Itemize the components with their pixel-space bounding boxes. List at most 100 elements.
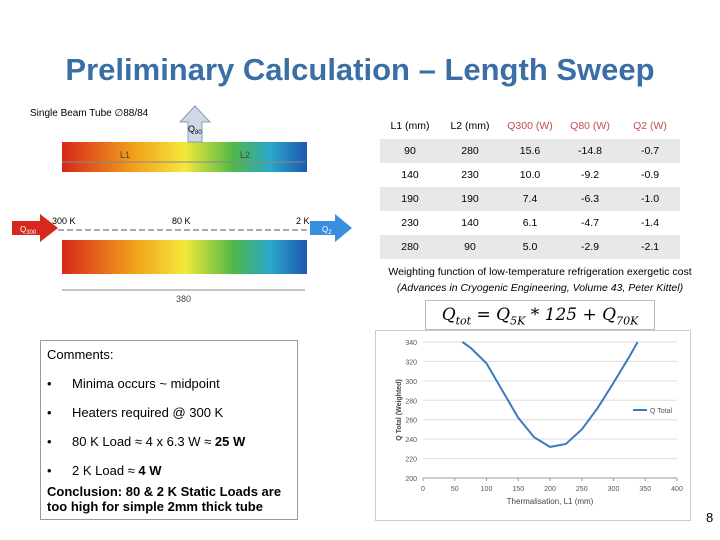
comments-heading: Comments: — [47, 347, 114, 362]
table-cell: 280 — [440, 139, 500, 163]
formula-part: Q — [602, 305, 617, 325]
comment-item: • 80 K Load ≈ 4 x 6.3 W ≈ 25 W — [47, 434, 297, 449]
x-axis-label: Thermalisation, L1 (mm) — [507, 497, 594, 506]
comments-list: • Minima occurs ~ midpoint • Heaters requir… — [47, 376, 297, 478]
t80-label: 80 K — [172, 216, 191, 226]
header-row: L1 (mm) L2 (mm) Q300 (W) Q80 (W) Q2 (W) — [380, 112, 680, 139]
formula-part: Q — [441, 305, 456, 325]
page-number: 8 — [706, 510, 714, 525]
table-cell: 140 — [461, 217, 479, 229]
q2-sub: 2 — [328, 230, 332, 236]
length-label: 380 — [176, 294, 191, 304]
weighting-line1: Weighting function of low-temperature re… — [388, 266, 692, 278]
formula-part: = — [471, 305, 497, 325]
y-tick-label: 260 — [405, 418, 417, 425]
x-tick-label: 100 — [481, 486, 493, 493]
y-tick-label: 240 — [405, 437, 417, 444]
table-row: 280 90 5.0 -2.9 -2.1 — [380, 235, 680, 259]
table-row: 230 140 6.1 -4.7 -1.4 — [380, 211, 680, 235]
q80-label: Q80 — [188, 124, 202, 136]
table-cell: 190 — [440, 187, 500, 211]
table-cell: -4.7 — [580, 217, 600, 229]
l2-label: L2 — [240, 150, 250, 160]
q300-arrow — [12, 214, 58, 242]
table-cell: 7.4 — [500, 187, 560, 211]
x-tick-label: 150 — [512, 486, 524, 493]
formula-part: Q — [496, 305, 511, 325]
table-cell: 15.6 — [500, 139, 560, 163]
y-tick-label: 220 — [405, 457, 417, 464]
weighting-line2: (Advances in Cryogenic Engineering, Volu… — [396, 282, 684, 294]
l1-label: L1 — [120, 150, 130, 160]
table-cell: -6.3 — [560, 187, 620, 211]
comment-text: 80 K Load ≈ 4 x 6.3 W ≈ — [72, 434, 215, 449]
bullet: • — [47, 376, 52, 391]
header-cell: L2 (mm) — [450, 119, 490, 132]
x-tick-label: 250 — [576, 486, 588, 493]
table-cell: 10.0 — [519, 169, 541, 181]
table-cell: -2.1 — [620, 235, 680, 259]
x-tick-label: 300 — [608, 486, 620, 493]
table-row: 90 280 15.6 -14.8 -0.7 — [380, 139, 680, 163]
header-cell: Q300 (W) — [507, 119, 553, 132]
comment-text: 2 K Load ≈ — [72, 463, 139, 478]
comment-text: 4 W — [138, 463, 162, 478]
tube-top — [62, 142, 307, 172]
x-tick-label: 200 — [544, 486, 556, 493]
q2-symbol: Q — [322, 225, 328, 234]
header-cell: L1 (mm) — [390, 119, 430, 132]
bullet: • — [47, 434, 52, 449]
y-tick-label: 320 — [405, 359, 417, 366]
comment-item: • 2 K Load ≈ 4 W — [47, 463, 297, 478]
slide-title: Preliminary Calculation – Length Sweep — [65, 52, 655, 87]
table-cell: 230 — [461, 169, 479, 181]
table-cell: 5.0 — [500, 235, 560, 259]
data-line — [461, 341, 639, 448]
q300-label: Q300 — [20, 225, 37, 236]
q80-symbol: Q — [188, 124, 195, 134]
table-cell: 90 — [440, 235, 500, 259]
x-tick-label: 350 — [639, 486, 651, 493]
formula: Qtot = Q5K * 125 + Q70K * 16 — [425, 300, 655, 359]
y-tick-label: 300 — [405, 379, 417, 386]
table-cell: -1.0 — [620, 187, 680, 211]
x-tick-label: 0 — [421, 486, 425, 493]
table-cell: 6.1 — [522, 217, 538, 229]
t300-label: 300 K — [52, 216, 76, 226]
y-tick-label: 280 — [405, 398, 417, 405]
chart: 200 220 240 260 280 300 320 340 0 50 100 150 200 250 3… — [375, 330, 691, 521]
table-cell: -0.7 — [620, 139, 680, 163]
table-cell: -14.8 — [560, 139, 620, 163]
formula-subscript: tot — [455, 314, 472, 328]
beam-diagram: Single Beam Tube ∅88/84 L1 L2 Q80 Q300 Q… — [12, 105, 352, 304]
comment-text: 25 W — [214, 434, 246, 449]
x-tick-label: 50 — [451, 486, 459, 493]
q300-symbol: Q — [20, 225, 26, 234]
header-cell: Q2 (W) — [633, 119, 667, 132]
comments-box: Comments: • Minima occurs ~ midpoint • Heat… — [40, 340, 298, 520]
comment-item: • Minima occurs ~ midpoint — [47, 376, 297, 391]
y-tick-label: 340 — [405, 340, 417, 347]
table-cell: 190 — [380, 187, 440, 211]
table-cell: 230 — [401, 217, 419, 229]
table-cell: -0.9 — [640, 169, 660, 181]
header-cell: Q80 (W) — [570, 119, 610, 132]
table-row: 190 190 7.4 -6.3 -1.0 — [380, 187, 680, 211]
table-cell: 140 — [401, 169, 419, 181]
q2-label: Q2 — [322, 225, 332, 236]
tube-bottom — [62, 240, 307, 274]
table-cell: -2.9 — [560, 235, 620, 259]
table-row: 140 230 10.0 -9.2 -0.9 — [380, 163, 680, 187]
formula-subscript: 70K — [616, 314, 639, 328]
x-tick-label: 400 — [671, 486, 683, 493]
table-cell: 280 — [380, 235, 440, 259]
y-tick-label: 200 — [405, 476, 417, 483]
formula-part: * 125 + — [525, 305, 603, 325]
results-table: L1 (mm) L2 (mm) Q300 (W) Q80 (W) Q2 (W) 90 280… — [380, 112, 680, 259]
formula-subscript: 5K — [510, 314, 526, 328]
table-cell: -9.2 — [580, 169, 600, 181]
comment-item: • Heaters required @ 300 K — [47, 405, 297, 420]
q80-arrow — [178, 105, 212, 143]
q80-sub: 80 — [195, 130, 202, 136]
